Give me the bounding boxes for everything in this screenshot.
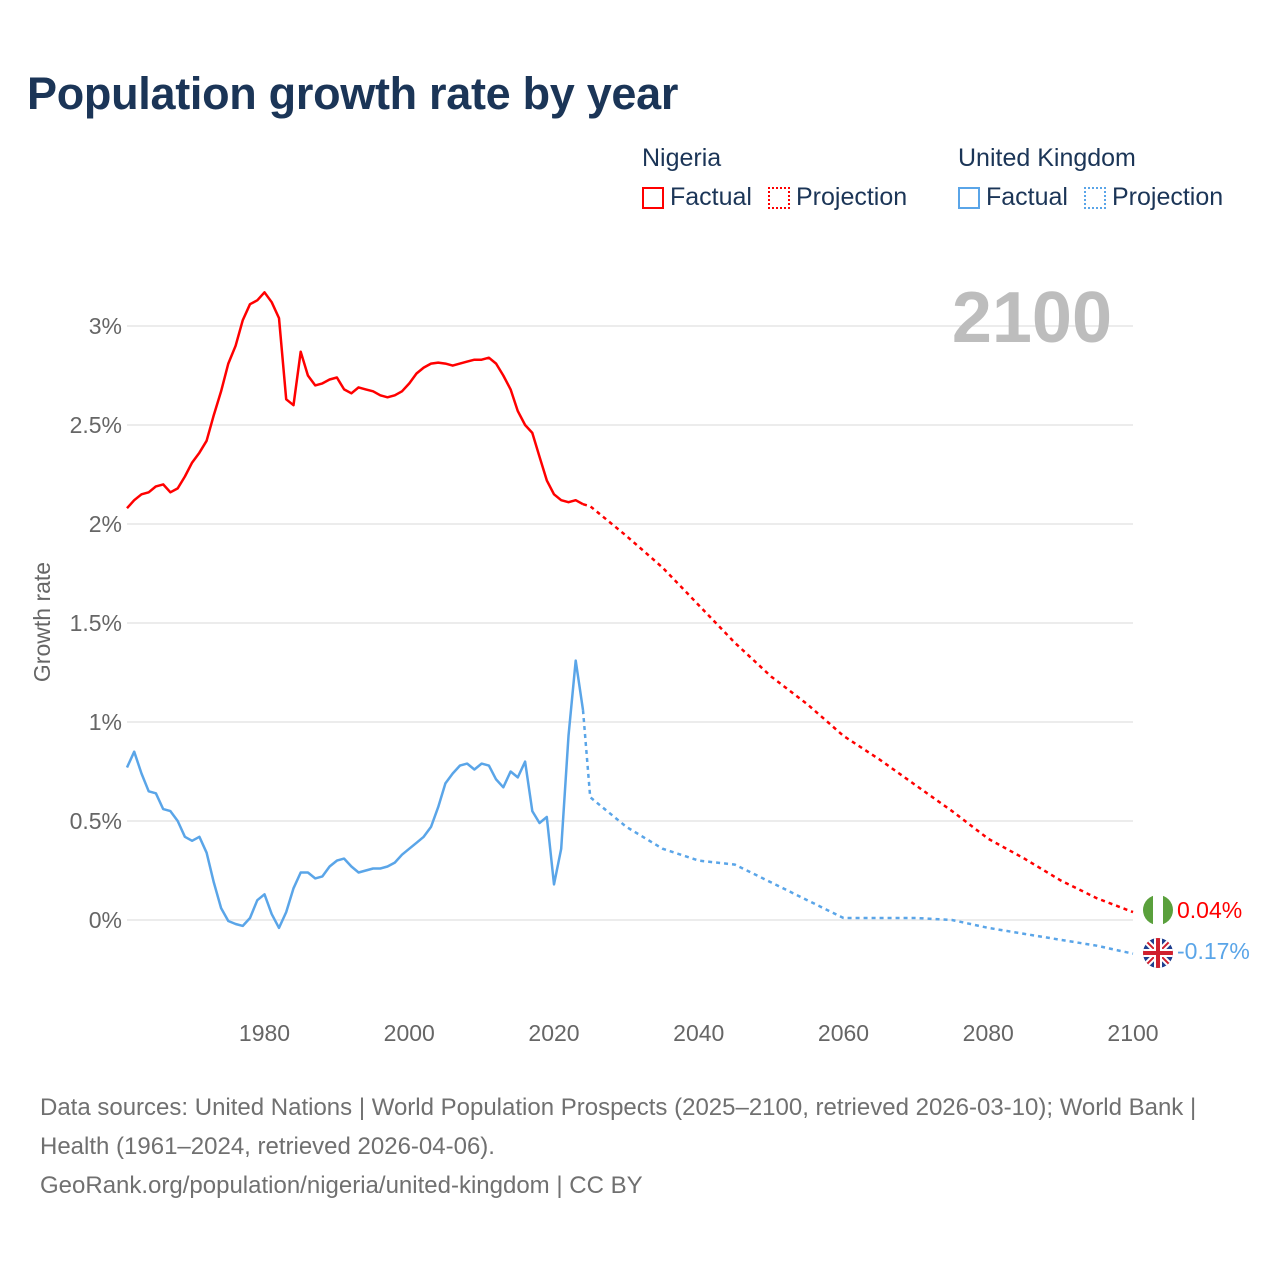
united-kingdom-factual-line [125,659,585,930]
uk-flag-icon [1143,938,1173,968]
x-tick-label: 1980 [239,1020,290,1046]
legend-swatch-solid [958,186,980,209]
nigeria-end-value: 0.04% [1177,897,1242,923]
united-kingdom-projection-line [581,709,1134,955]
y-tick-label: 1% [89,709,122,735]
x-tick-label: 2060 [818,1020,869,1046]
nigeria-factual-line [126,291,584,510]
chart-title: Population growth rate by year [27,68,679,119]
x-axis-ticks: 1980 2000 2020 2040 2060 2080 2100 [239,1020,1159,1046]
data-sources: Data sources: United Nations | World Pop… [40,1088,1240,1205]
line-chart: 0% 0.5% 1% 1.5% 2% 2.5% 3% 1980 2000 2020 2040 206… [29,278,1250,1046]
y-axis-ticks: 0% 0.5% 1% 1.5% 2% 2.5% 3% [70,313,122,933]
legend-nigeria-projection[interactable]: Projection [767,183,908,212]
legend-nigeria: Nigeria Factual Projection [642,144,907,212]
x-tick-label: 2000 [384,1020,435,1046]
uk-end-value: -0.17% [1177,938,1250,964]
y-tick-label: 0% [89,907,122,933]
legend-group-label: United Kingdom [958,144,1136,172]
y-tick-label: 2% [89,511,122,537]
legend-uk-factual[interactable]: Factual [958,183,1068,212]
y-axis-label: Growth rate [29,562,55,682]
legend-label: Factual [986,183,1068,211]
y-tick-label: 2.5% [70,412,122,438]
y-tick-label: 1.5% [70,610,122,636]
sources-text: Data sources: United Nations | World Pop… [40,1094,1197,1160]
series-lines [125,291,1134,955]
legend-uk-projection[interactable]: Projection [1083,183,1224,212]
x-tick-label: 2040 [673,1020,724,1046]
y-tick-label: 0.5% [70,808,122,834]
x-tick-label: 2020 [528,1020,579,1046]
nigeria-flag-icon [1143,895,1173,925]
x-tick-label: 2080 [963,1020,1014,1046]
gridlines [127,325,1133,921]
x-tick-label: 2100 [1107,1020,1158,1046]
legend-united-kingdom: United Kingdom Factual Projection [958,144,1223,212]
legend-nigeria-factual[interactable]: Factual [642,183,752,212]
source-link[interactable]: GeoRank.org/population/nigeria/united-ki… [40,1172,643,1199]
current-year-label: 2100 [952,278,1112,358]
y-tick-label: 3% [89,313,122,339]
legend-swatch-dotted [1083,186,1106,209]
legend-swatch-solid [642,186,664,209]
legend-group-label: Nigeria [642,144,722,172]
legend-label: Projection [795,183,908,211]
legend-swatch-dotted [767,186,790,209]
legend-label: Projection [1111,183,1224,211]
legend-label: Factual [670,183,752,211]
